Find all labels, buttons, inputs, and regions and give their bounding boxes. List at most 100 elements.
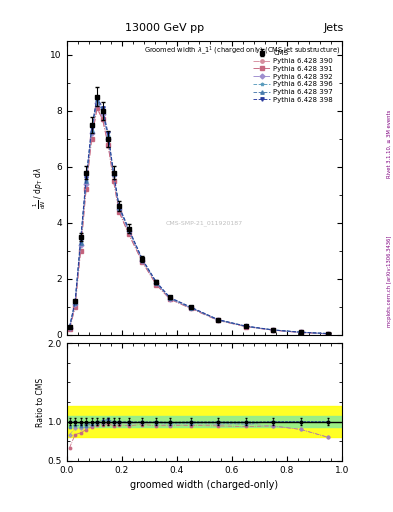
Pythia 6.428 396 — [271, 327, 275, 333]
Pythia 6.428 398 — [73, 298, 77, 305]
Pythia 6.428 391 — [243, 324, 248, 330]
Pythia 6.428 391 — [100, 116, 105, 122]
Pythia 6.428 392 — [188, 305, 193, 311]
Pythia 6.428 390 — [188, 305, 193, 311]
Pythia 6.428 396 — [111, 171, 116, 177]
Pythia 6.428 392 — [95, 99, 99, 105]
Pythia 6.428 397 — [89, 127, 94, 134]
Pythia 6.428 391 — [271, 327, 275, 333]
Pythia 6.428 397 — [117, 204, 121, 210]
Text: Rivet 3.1.10, ≥ 3M events: Rivet 3.1.10, ≥ 3M events — [387, 109, 392, 178]
Pythia 6.428 398 — [84, 175, 88, 181]
Pythia 6.428 396 — [243, 323, 248, 329]
Pythia 6.428 397 — [216, 317, 220, 323]
Pythia 6.428 398 — [298, 329, 303, 335]
Text: Groomed width $\lambda\_1^1$ (charged only) (CMS jet substructure): Groomed width $\lambda\_1^1$ (charged on… — [144, 44, 340, 57]
Pythia 6.428 391 — [326, 331, 331, 337]
Pythia 6.428 392 — [127, 228, 131, 234]
Line: Pythia 6.428 390: Pythia 6.428 390 — [68, 106, 330, 335]
Y-axis label: Ratio to CMS: Ratio to CMS — [36, 377, 45, 426]
Pythia 6.428 390 — [95, 105, 99, 111]
Pythia 6.428 390 — [67, 326, 72, 332]
Pythia 6.428 392 — [140, 258, 145, 264]
Pythia 6.428 391 — [117, 209, 121, 215]
Pythia 6.428 398 — [271, 327, 275, 333]
Pythia 6.428 396 — [89, 127, 94, 134]
Pythia 6.428 396 — [168, 295, 173, 301]
Pythia 6.428 390 — [154, 282, 159, 288]
Text: CMS-SMP-21_011920187: CMS-SMP-21_011920187 — [166, 220, 243, 226]
Pythia 6.428 392 — [271, 327, 275, 333]
Pythia 6.428 397 — [106, 133, 110, 139]
Pythia 6.428 392 — [78, 242, 83, 248]
Pythia 6.428 398 — [78, 237, 83, 243]
Pythia 6.428 396 — [95, 97, 99, 103]
Pythia 6.428 396 — [67, 324, 72, 330]
Pythia 6.428 396 — [298, 329, 303, 335]
Pythia 6.428 391 — [73, 304, 77, 310]
Pythia 6.428 390 — [117, 209, 121, 215]
Pythia 6.428 398 — [111, 169, 116, 176]
Pythia 6.428 390 — [78, 248, 83, 254]
Pythia 6.428 397 — [188, 305, 193, 311]
Pythia 6.428 398 — [168, 294, 173, 301]
Pythia 6.428 392 — [168, 295, 173, 302]
Pythia 6.428 397 — [140, 257, 145, 263]
Pythia 6.428 397 — [298, 329, 303, 335]
Pythia 6.428 390 — [326, 331, 331, 337]
Pythia 6.428 397 — [100, 108, 105, 114]
Pythia 6.428 390 — [89, 136, 94, 142]
Pythia 6.428 392 — [73, 301, 77, 307]
Pythia 6.428 391 — [84, 186, 88, 193]
Pythia 6.428 392 — [154, 280, 159, 286]
Pythia 6.428 398 — [326, 330, 331, 336]
Text: mcplots.cern.ch [arXiv:1306.3436]: mcplots.cern.ch [arXiv:1306.3436] — [387, 236, 392, 327]
Pythia 6.428 391 — [168, 296, 173, 302]
Pythia 6.428 392 — [89, 130, 94, 136]
Pythia 6.428 397 — [84, 178, 88, 184]
Pythia 6.428 396 — [140, 257, 145, 263]
Pythia 6.428 398 — [140, 257, 145, 263]
Pythia 6.428 398 — [106, 130, 110, 136]
Pythia 6.428 398 — [188, 304, 193, 310]
Text: Jets: Jets — [323, 23, 344, 33]
Pythia 6.428 392 — [100, 111, 105, 117]
Pythia 6.428 391 — [298, 329, 303, 335]
Pythia 6.428 390 — [84, 186, 88, 193]
Pythia 6.428 396 — [106, 133, 110, 139]
Pythia 6.428 397 — [67, 324, 72, 330]
Pythia 6.428 398 — [100, 105, 105, 111]
Pythia 6.428 390 — [111, 178, 116, 184]
Pythia 6.428 397 — [154, 280, 159, 286]
Pythia 6.428 390 — [271, 327, 275, 333]
Pythia 6.428 390 — [73, 304, 77, 310]
Pythia 6.428 398 — [95, 94, 99, 100]
Pythia 6.428 396 — [78, 240, 83, 246]
Pythia 6.428 390 — [106, 141, 110, 147]
Pythia 6.428 397 — [95, 97, 99, 103]
Pythia 6.428 397 — [271, 327, 275, 333]
Pythia 6.428 398 — [243, 323, 248, 329]
Pythia 6.428 396 — [154, 280, 159, 286]
Pythia 6.428 391 — [140, 259, 145, 265]
Pythia 6.428 391 — [106, 141, 110, 147]
Pythia 6.428 391 — [188, 305, 193, 311]
Pythia 6.428 396 — [216, 317, 220, 323]
Pythia 6.428 397 — [326, 330, 331, 336]
Pythia 6.428 391 — [154, 282, 159, 288]
Line: Pythia 6.428 392: Pythia 6.428 392 — [68, 101, 330, 335]
Pythia 6.428 398 — [127, 225, 131, 231]
Pythia 6.428 390 — [298, 329, 303, 335]
Pythia 6.428 396 — [188, 305, 193, 311]
Pythia 6.428 391 — [111, 178, 116, 184]
Pythia 6.428 396 — [73, 300, 77, 306]
Pythia 6.428 396 — [127, 227, 131, 233]
Line: Pythia 6.428 398: Pythia 6.428 398 — [68, 95, 330, 335]
Pythia 6.428 398 — [154, 279, 159, 285]
Pythia 6.428 392 — [117, 206, 121, 212]
Pythia 6.428 390 — [168, 296, 173, 302]
Pythia 6.428 396 — [100, 108, 105, 114]
Pythia 6.428 391 — [67, 326, 72, 332]
Legend: CMS, Pythia 6.428 390, Pythia 6.428 391, Pythia 6.428 392, Pythia 6.428 396, Pyt: CMS, Pythia 6.428 390, Pythia 6.428 391,… — [252, 49, 334, 104]
Pythia 6.428 391 — [89, 136, 94, 142]
